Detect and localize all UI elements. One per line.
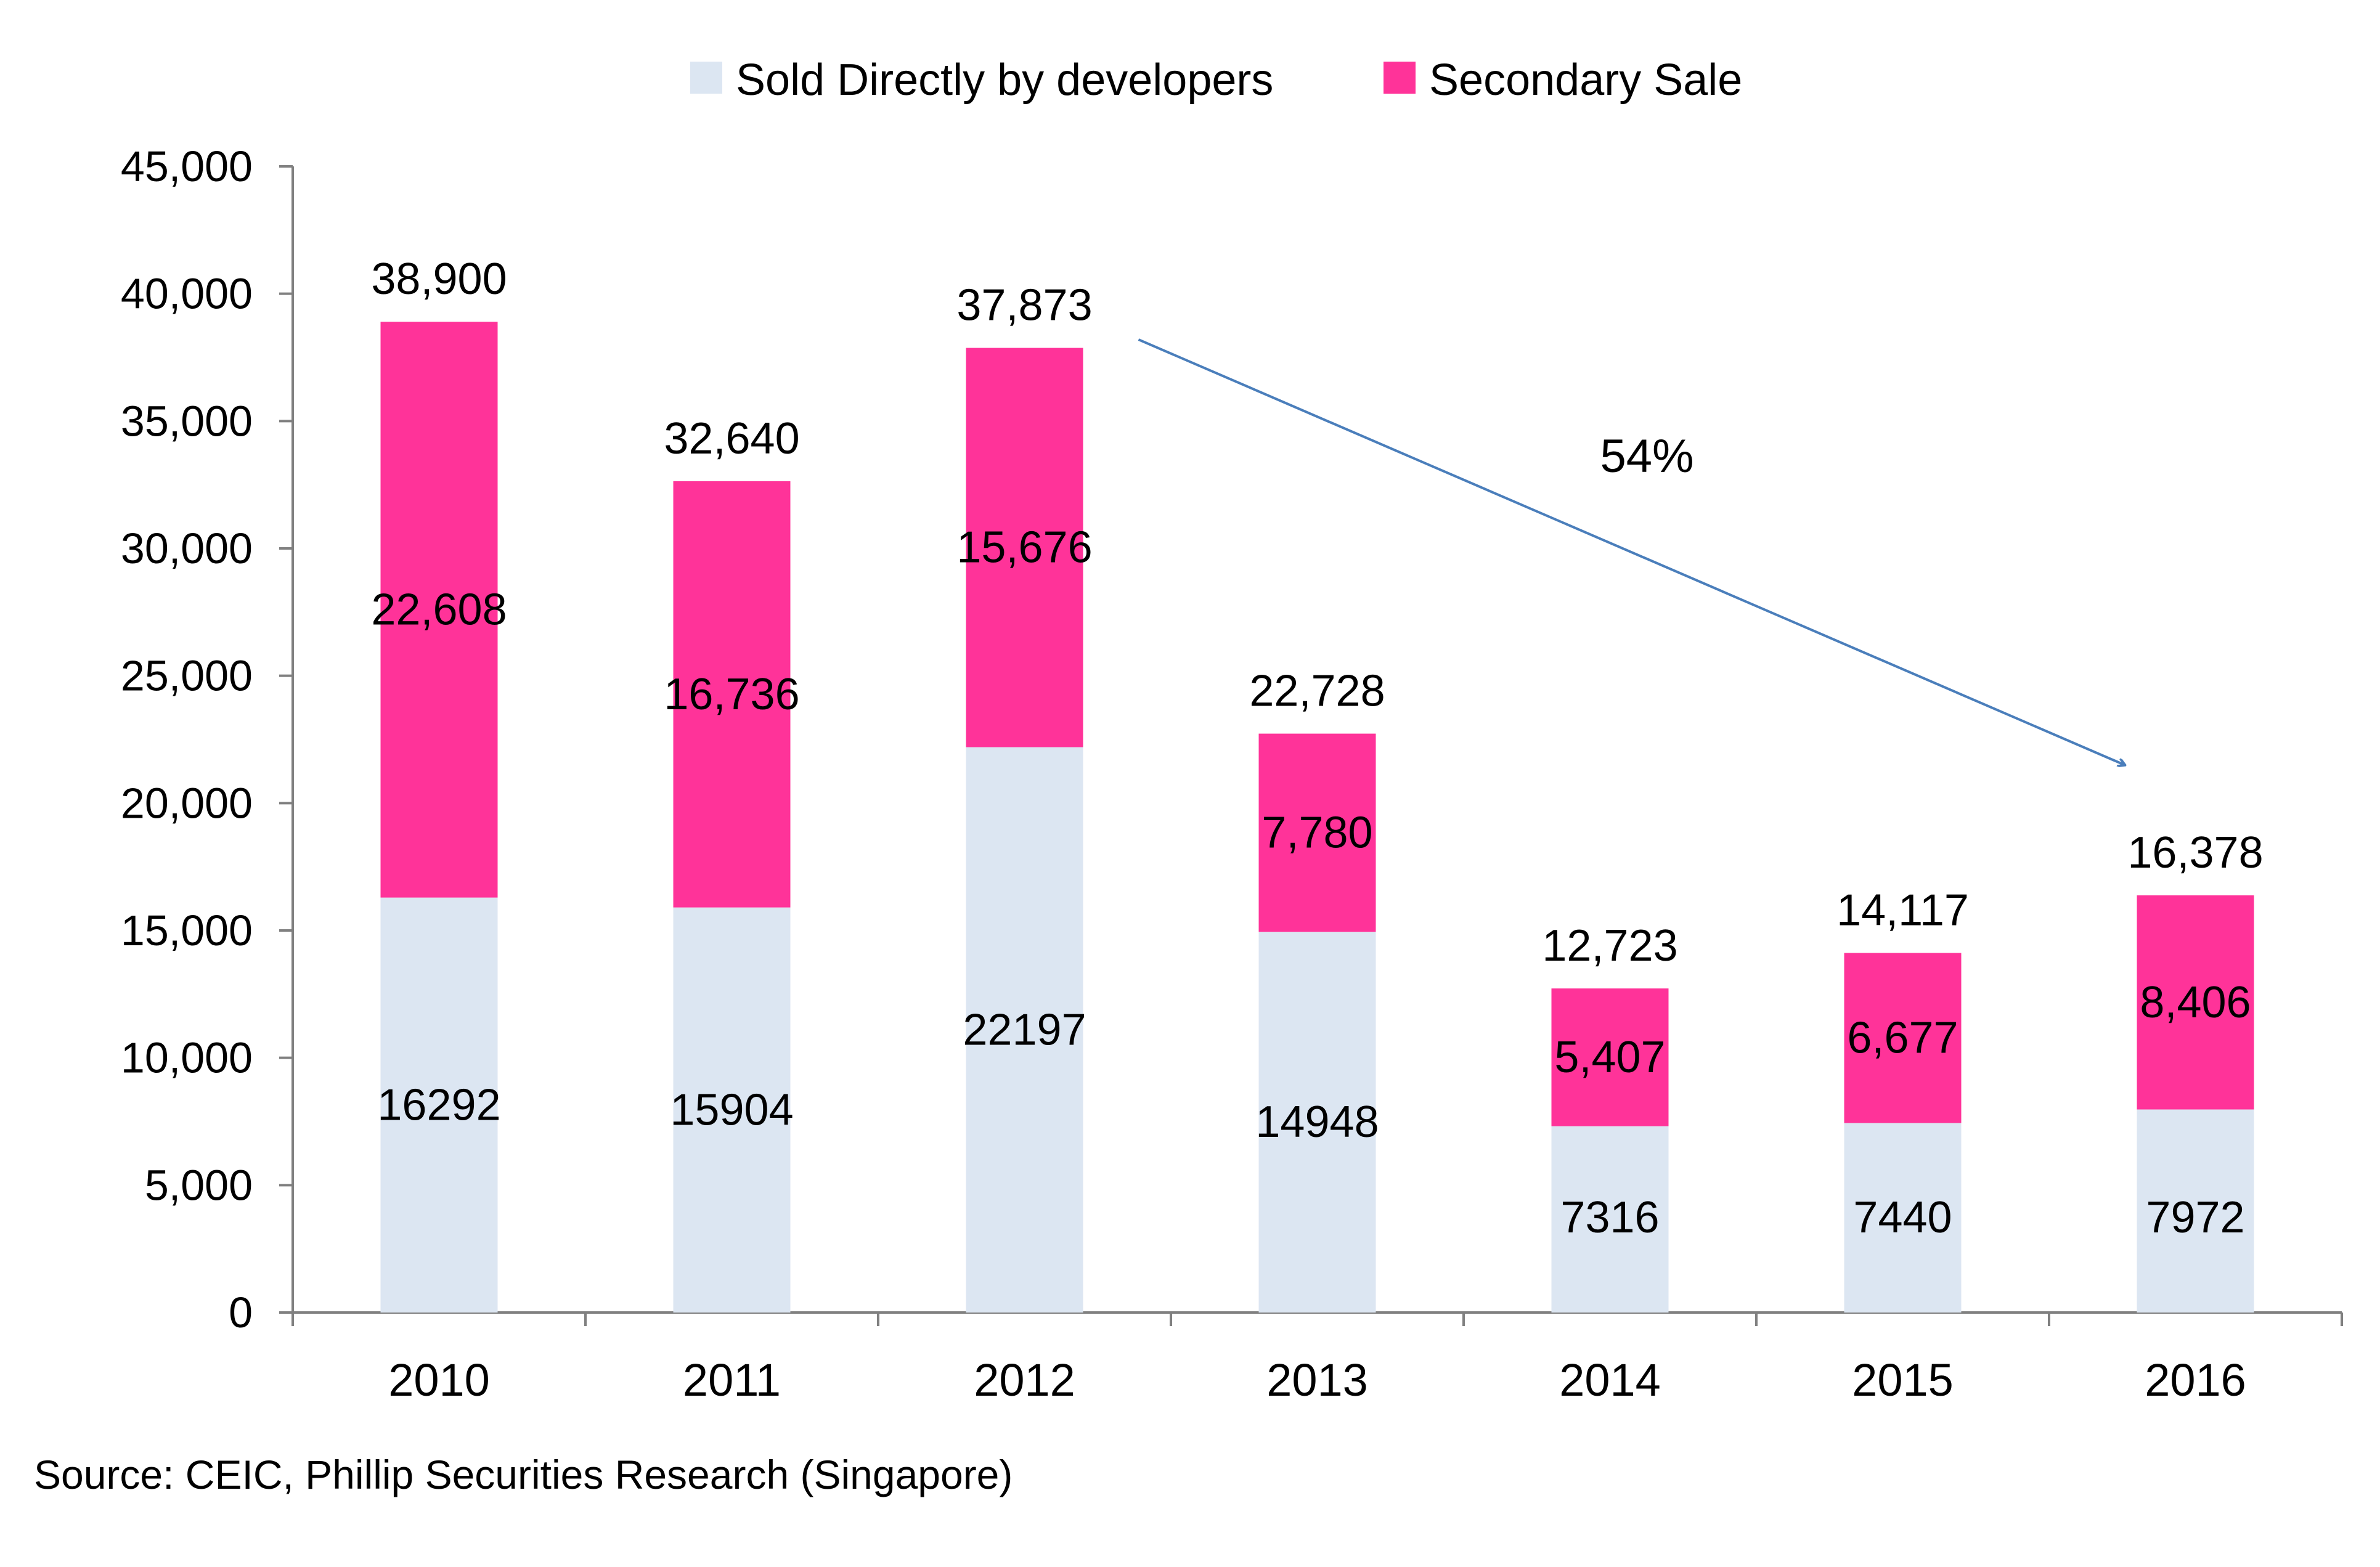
- bar-segment-secondary-sale: [966, 348, 1083, 747]
- legend: Sold Directly by developers Secondary Sal…: [690, 55, 1742, 105]
- x-tick-label: 2013: [1266, 1354, 1368, 1406]
- data-label-sold-directly: 16292: [377, 1080, 500, 1129]
- data-label-total: 14,117: [1836, 885, 1969, 935]
- legend-swatch: [690, 62, 722, 94]
- x-tick-label: 2011: [683, 1354, 781, 1406]
- y-tick-label: 0: [229, 1288, 253, 1337]
- data-label-sold-directly: 22197: [963, 1005, 1086, 1054]
- data-label-sold-directly: 7972: [2146, 1193, 2244, 1242]
- data-label-sold-directly: 7316: [1560, 1193, 1659, 1242]
- bar-segment-sold-directly: [966, 747, 1083, 1313]
- bar-segment-secondary-sale: [380, 322, 498, 898]
- bar-segment-secondary-sale: [673, 481, 791, 908]
- bars: [380, 322, 2254, 1313]
- trend-arrow: [1138, 338, 2125, 765]
- x-tick-label: 2012: [974, 1354, 1075, 1406]
- bar-segment-sold-directly: [673, 907, 791, 1313]
- bar-segment-sold-directly: [1844, 1123, 1962, 1313]
- y-tick-label: 10,000: [121, 1034, 253, 1082]
- trend-label: 54%: [1600, 430, 1693, 482]
- data-label-secondary-sale: 8,406: [2140, 978, 2251, 1027]
- y-tick-label: 25,000: [121, 652, 253, 700]
- bar-segment-sold-directly: [1551, 1126, 1669, 1313]
- data-label-total: 38,900: [371, 254, 507, 304]
- y-tick-label: 40,000: [121, 270, 253, 318]
- bar-segment-sold-directly: [380, 897, 498, 1313]
- trend-annotation: 54%: [1138, 338, 2125, 765]
- data-label-secondary-sale: 15,676: [956, 523, 1092, 572]
- data-label-total: 12,723: [1542, 921, 1677, 971]
- x-tick-label: 2016: [2145, 1354, 2246, 1406]
- bar-segment-secondary-sale: [1551, 988, 1669, 1126]
- data-label-sold-directly: 7440: [1853, 1193, 1952, 1242]
- data-label-sold-directly: 14948: [1255, 1097, 1379, 1147]
- data-label-sold-directly: 15904: [670, 1085, 793, 1134]
- legend-label: Secondary Sale: [1429, 55, 1742, 105]
- data-labels: 16292 22,608 38,900 15904 16,736 32,640 22197 1…: [371, 254, 2263, 1242]
- data-label-total: 16,378: [2127, 828, 2263, 877]
- y-tick-label: 30,000: [121, 524, 253, 572]
- x-tick-label: 2015: [1852, 1354, 1954, 1406]
- legend-label: Sold Directly by developers: [736, 55, 1273, 105]
- x-tick-label: 2014: [1559, 1354, 1661, 1406]
- source-note: Source: CEIC, Phillip Securities Researc…: [34, 1452, 1013, 1497]
- axes: 0 5,000 10,000 15,000 20,000 25,000 30,000 35,0…: [121, 142, 2343, 1406]
- data-label-total: 22,728: [1249, 667, 1385, 716]
- data-label-secondary-sale: 6,677: [1847, 1013, 1958, 1062]
- data-label-secondary-sale: 5,407: [1554, 1033, 1665, 1082]
- data-label-total: 32,640: [664, 414, 799, 463]
- data-label-secondary-sale: 7,780: [1261, 808, 1372, 857]
- y-tick-label: 35,000: [121, 397, 253, 445]
- data-label-total: 37,873: [956, 281, 1092, 330]
- data-label-secondary-sale: 22,608: [371, 585, 507, 634]
- y-tick-label: 15,000: [121, 906, 253, 954]
- y-tick-label: 20,000: [121, 779, 253, 827]
- bar-segment-secondary-sale: [1844, 953, 1962, 1123]
- x-tick-label: 2010: [388, 1354, 490, 1406]
- y-tick-label: 45,000: [121, 142, 253, 190]
- bar-segment-secondary-sale: [2137, 895, 2254, 1110]
- bar-segment-secondary-sale: [1258, 733, 1376, 932]
- bar-segment-sold-directly: [2137, 1109, 2254, 1313]
- y-tick-label: 5,000: [145, 1161, 253, 1209]
- bar-segment-sold-directly: [1258, 932, 1376, 1313]
- legend-swatch: [1384, 62, 1416, 94]
- data-label-secondary-sale: 16,736: [664, 670, 799, 719]
